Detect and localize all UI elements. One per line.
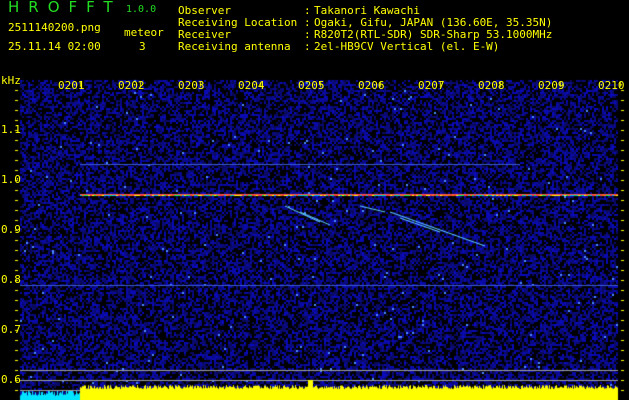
x-tick-label: 0207 [418,79,445,92]
observer-value: Takanori Kawachi [314,4,420,17]
x-tick-label: 0202 [118,79,145,92]
receiver-label: Receiver [178,28,231,41]
y-tick-label: 0.9 [1,223,21,236]
y-tick-label: 0.6 [1,373,21,386]
separator: : [304,16,311,29]
x-tick-label: 0210 [598,79,625,92]
observer-label: Observer [178,4,231,17]
meteor-label: meteor [124,26,164,39]
spectrogram [0,75,629,400]
x-tick-label: 0209 [538,79,565,92]
datetime: 25.11.14 02:00 [8,40,101,53]
x-tick-label: 0201 [58,79,85,92]
antenna-label: Receiving antenna [178,40,291,53]
y-tick-label: 1.1 [1,123,21,136]
separator: : [304,4,311,17]
filename: 2511140200.png [8,21,101,34]
meteor-count: 3 [139,40,146,53]
y-tick-label: 0.7 [1,323,21,336]
location-value: Ogaki, Gifu, JAPAN (136.60E, 35.35N) [314,16,553,29]
x-tick-label: 0204 [238,79,265,92]
y-unit-label: kHz [1,74,21,87]
y-tick-label: 0.8 [1,273,21,286]
location-label: Receiving Location [178,16,298,29]
antenna-value: 2el-HB9CV Vertical (el. E-W) [314,40,500,53]
receiver-value: R820T2(RTL-SDR) SDR-Sharp 53.1000MHz [314,28,553,41]
separator: : [304,40,311,53]
x-tick-label: 0206 [358,79,385,92]
x-tick-label: 0208 [478,79,505,92]
x-tick-label: 0203 [178,79,205,92]
x-tick-label: 0205 [298,79,325,92]
app-version: 1.0.0 [126,4,157,15]
app-title: HROFFT [8,0,122,16]
separator: : [304,28,311,41]
y-tick-label: 1.0 [1,173,21,186]
